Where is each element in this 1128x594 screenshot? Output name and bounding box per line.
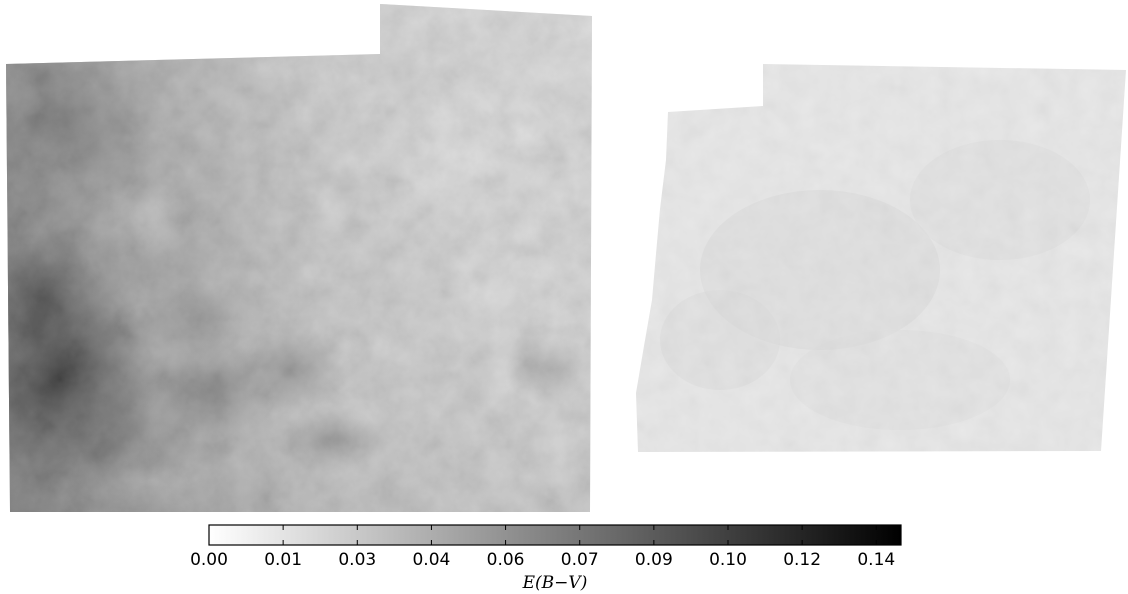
colorbar-ticks <box>208 525 877 545</box>
colorbar-tick-label-5: 0.07 <box>561 550 599 570</box>
colorbar: 0.00 0.01 0.03 0.04 0.06 0.07 0.09 0.10 0.12 0.14… <box>190 524 902 593</box>
colorbar-gradient <box>208 524 902 546</box>
colorbar-tick-label-8: 0.12 <box>783 550 821 570</box>
map-panel-right <box>636 64 1126 452</box>
colorbar-tick-label-9: 0.14 <box>857 550 895 570</box>
colorbar-label: E(B−V) <box>522 573 588 593</box>
colorbar-tick-label-7: 0.10 <box>709 550 747 570</box>
colorbar-tick-label-4: 0.06 <box>487 550 525 570</box>
colorbar-tick-label-1: 0.01 <box>264 550 302 570</box>
colorbar-tick-label-3: 0.04 <box>412 550 450 570</box>
colorbar-tick-labels: 0.00 0.01 0.03 0.04 0.06 0.07 0.09 0.10 0.12 0.14 <box>190 550 895 570</box>
colorbar-tick-label-2: 0.03 <box>338 550 376 570</box>
colorbar-tick-label-6: 0.09 <box>635 550 673 570</box>
colorbar-tick-label-0: 0.00 <box>190 550 228 570</box>
map-panel-left <box>6 4 592 512</box>
